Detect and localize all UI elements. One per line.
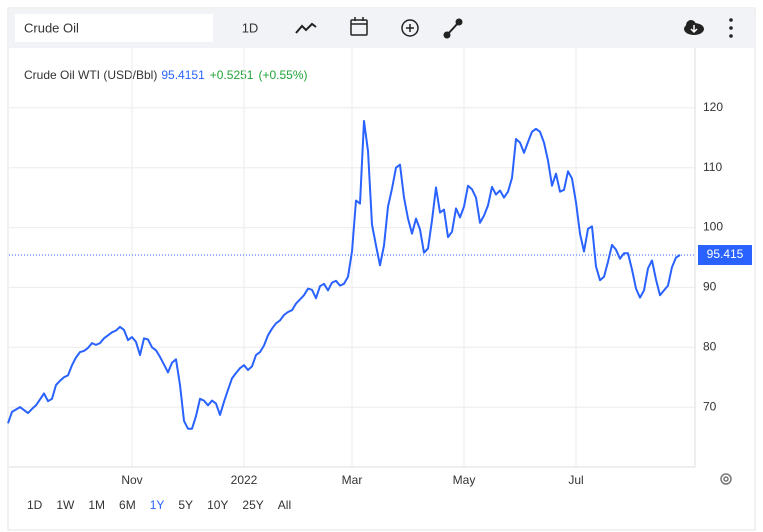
y-tick-label: 110 <box>703 160 722 174</box>
price-change-pct: (+0.55%) <box>258 68 307 82</box>
add-icon[interactable] <box>401 19 419 37</box>
symbol: Crude Oil <box>24 20 79 35</box>
range-button[interactable]: 5Y <box>178 498 193 512</box>
x-tick-label: Jul <box>568 473 583 487</box>
x-tick-label: Nov <box>121 473 142 487</box>
calendar-icon[interactable] <box>350 17 368 36</box>
y-tick-label: 90 <box>703 280 717 294</box>
y-tick-label: 70 <box>703 399 717 413</box>
last-price: 95.4151 <box>161 68 205 82</box>
chart-title: Crude Oil WTI (USD/Bbl) <box>24 68 157 82</box>
draw-icon[interactable] <box>443 18 463 39</box>
x-tick-label: Mar <box>342 473 363 487</box>
range-button[interactable]: 6M <box>119 498 136 512</box>
range-button[interactable]: 1Y <box>150 498 165 512</box>
menu-icon[interactable] <box>729 18 733 38</box>
range-button[interactable]: 1M <box>88 498 105 512</box>
price-series <box>7 120 681 430</box>
y-tick-label: 100 <box>703 220 723 234</box>
price-tag <box>698 245 752 266</box>
range-button[interactable]: 25Y <box>242 498 263 512</box>
chart-type-icon[interactable] <box>295 22 317 34</box>
range-button[interactable]: 1W <box>56 498 75 512</box>
range-button[interactable]: All <box>278 498 291 512</box>
settings-icon[interactable] <box>720 473 732 485</box>
frame <box>7 7 756 531</box>
y-tick-label: 120 <box>703 100 723 114</box>
y-tick-label: 80 <box>703 339 717 353</box>
x-tick-label: 2022 <box>231 473 258 487</box>
download-icon[interactable] <box>684 20 704 35</box>
range-button[interactable]: 1D <box>27 498 43 512</box>
x-tick-label: May <box>453 473 476 487</box>
price-tag-label: 95.415 <box>707 247 744 261</box>
price-change: +0.5251 <box>210 68 254 82</box>
range-button[interactable]: 10Y <box>207 498 228 512</box>
search-box[interactable] <box>15 14 213 42</box>
interval[interactable]: 1D <box>242 20 259 35</box>
